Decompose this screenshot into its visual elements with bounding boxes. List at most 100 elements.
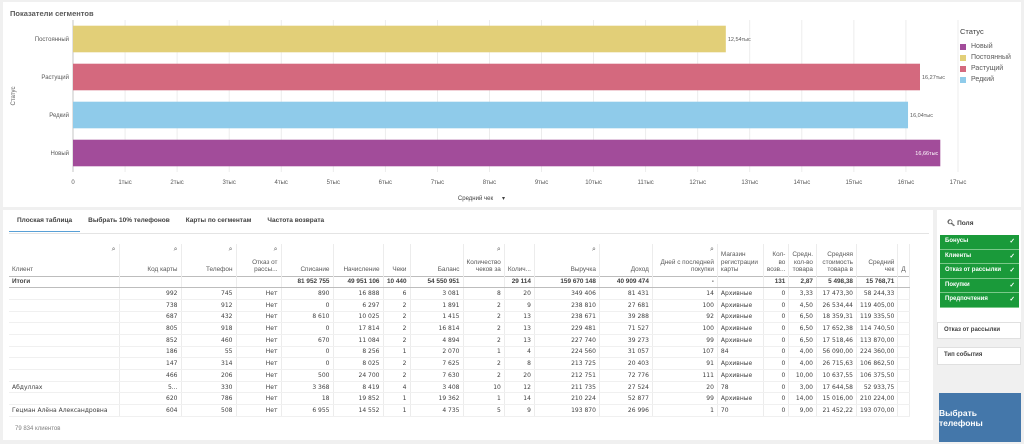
table-cell: 4,00	[788, 357, 817, 370]
x-tick-label: 0	[71, 180, 75, 186]
search-icon[interactable]: ⌕	[173, 246, 178, 253]
table-cell: 687	[119, 311, 182, 324]
column-header[interactable]: Магазин регистрации карты	[717, 244, 764, 276]
refusal-filter[interactable]: Отказ от рассылки	[937, 322, 1021, 339]
field-filter-item[interactable]: Покупки ✓	[940, 278, 1019, 294]
x-axis-title: Средний чек	[458, 195, 494, 202]
field-filter-item[interactable]: Клиенты ✓	[940, 249, 1019, 265]
table-cell: 210 224,00	[856, 392, 899, 406]
field-filter-item[interactable]: Бонусы ✓	[940, 235, 1019, 250]
column-header[interactable]: Средняя стоимость товара в	[816, 244, 857, 276]
table-cell	[236, 275, 282, 289]
table-cell: 52 933,75	[856, 381, 899, 394]
table-cell: 20	[504, 369, 535, 382]
table-cell: 10	[463, 381, 505, 394]
table-cell: 10 637,55	[816, 369, 857, 382]
table-row[interactable]: 738 912 Нет 0 6 297 2 1 891 2 9 238 810 27 681 100 А…	[9, 299, 910, 312]
table-cell: 620	[119, 392, 182, 406]
search-icon[interactable]: ⌕	[111, 246, 116, 253]
table-row[interactable]: 620 786 Нет 18 19 852 1 19 362 1 14 210 224 52 877…	[9, 392, 910, 406]
event-type-filter[interactable]: Тип события	[937, 347, 1021, 365]
table-row[interactable]: Абдуллах 5... 330 Нет 3 368 8 419 4 3 408 10 12 21…	[9, 381, 910, 394]
search-icon[interactable]: ⌕	[273, 246, 278, 253]
table-row[interactable]: 147 314 Нет 0 8 025 2 7 625 2 8 213 725 20 403 91 Ар…	[9, 357, 910, 370]
legend-item[interactable]: Новый	[960, 41, 1011, 52]
table-cell: 3 368	[281, 381, 334, 394]
column-header[interactable]: Телефон ⌕	[181, 244, 237, 276]
column-header[interactable]: Средний чек	[856, 244, 899, 276]
table-row[interactable]: 852 460 Нет 670 11 084 2 4 894 2 13 227 740 39 273…	[9, 334, 910, 347]
category-label: Растущий	[41, 74, 69, 81]
column-header[interactable]: Клиент ⌕	[9, 244, 120, 276]
client-count: 79 834 клиентов	[15, 426, 61, 432]
legend-item[interactable]: Редкий	[960, 74, 1011, 85]
column-header[interactable]: Дней с последней покупки ⌕	[652, 244, 718, 276]
table-cell: 2	[383, 357, 411, 370]
bar-chart[interactable]: 0 1тыс 2тыс 3тыс 4тыс 5тыс 6тыс 7тыс 8тыс 9тыс 10т…	[3, 2, 1021, 207]
table-row[interactable]: 687 432 Нет 8 610 10 025 2 1 415 2 13 238 671 39 2…	[9, 311, 910, 324]
search-icon[interactable]: ⌕	[496, 246, 501, 253]
table-cell: 193 070,00	[856, 404, 899, 417]
table-row[interactable]: 466 206 Нет 500 24 700 2 7 630 2 20 212 751 72 776…	[9, 369, 910, 382]
field-filter-label: Покупки	[945, 281, 970, 288]
column-header[interactable]: Количество чеков за ⌕	[463, 244, 505, 276]
tab-return-frequency[interactable]: Частота возврата	[267, 217, 325, 224]
field-filter-item[interactable]: Предпочтения ✓	[940, 293, 1019, 308]
tab-segment-cards[interactable]: Карты по сегментам	[185, 217, 252, 224]
search-icon[interactable]: ⌕	[592, 246, 596, 253]
x-tick-label: 10тыс	[585, 180, 602, 186]
column-header[interactable]: Колич...	[504, 244, 535, 276]
refusal-filter-label: Отказ от рассылки	[937, 322, 1021, 339]
tab-flat-table[interactable]: Плоская таблица	[9, 214, 81, 232]
table-cell: 147	[119, 357, 182, 370]
tab-select-phones[interactable]: Выбрать 10% телефонов	[88, 217, 170, 224]
column-header[interactable]: Отказ от рассы... ⌕	[236, 244, 282, 276]
column-header[interactable]: Выручка ⌕	[534, 244, 600, 276]
table-row[interactable]: 992 745 Нет 890 16 888 6 3 081 8 20 349 406 81 431…	[9, 287, 910, 300]
fields-search[interactable]: 🔍︎ Поля	[937, 210, 1021, 234]
table-cell: 106 862,50	[856, 357, 899, 370]
table-cell: 131	[763, 275, 790, 289]
legend-item[interactable]: Постоянный	[960, 52, 1011, 63]
table-cell: 0	[763, 381, 790, 394]
table-cell	[181, 275, 237, 289]
column-header[interactable]: Средн. кол-во товара	[788, 244, 817, 276]
column-header[interactable]: Д	[897, 244, 910, 276]
table-cell	[897, 311, 910, 324]
table-cell: 19 852	[333, 392, 384, 406]
table-row[interactable]: Гецман Алёна Александровна 604 508 Нет 6 955…	[9, 404, 910, 417]
column-header[interactable]: Начисление	[333, 244, 384, 276]
column-header[interactable]: Доход	[599, 244, 653, 276]
column-header[interactable]: Списание	[281, 244, 334, 276]
field-filter-item[interactable]: Отказ от рассылки ✓	[940, 264, 1019, 279]
table-cell: 111	[652, 369, 718, 382]
column-header-label: Дней с последней покупки	[660, 258, 714, 274]
table-row[interactable]: 186 55 Нет 0 8 256 1 2 070 1 4 224 560 31 057 107 84…	[9, 346, 910, 359]
column-header[interactable]: Код карты ⌕	[119, 244, 182, 276]
table-cell: 17 652,38	[816, 322, 857, 335]
select-phones-button[interactable]: Выбрать телефоны	[939, 393, 1021, 442]
chart-legend[interactable]: Статус Новый Постоянный Растущий Редкий	[960, 27, 1011, 85]
table-cell: 31 057	[599, 346, 653, 359]
table-row[interactable]: 805 918 Нет 0 17 814 2 16 814 2 13 229 481 71 527 1…	[9, 322, 910, 335]
table-cell: 27 681	[599, 299, 653, 312]
table-cell: 2	[383, 311, 411, 324]
column-header-label: Количество чеков за	[466, 258, 501, 274]
column-header[interactable]: Кол-во возв...	[763, 244, 790, 276]
flat-table[interactable]: Клиент ⌕ Код карты ⌕ Телефон ⌕ Отказ от рассы.…	[9, 244, 910, 417]
search-icon[interactable]: ⌕	[228, 246, 233, 253]
table-cell: 58 244,33	[856, 287, 899, 300]
column-header[interactable]: Баланс	[410, 244, 464, 276]
totals-row[interactable]: Итоги 81 952 755 49 951 106 10 440 54 550 95…	[9, 275, 910, 289]
column-header[interactable]: Чеки	[383, 244, 411, 276]
table-cell: 224 560	[534, 346, 600, 359]
legend-item[interactable]: Растущий	[960, 63, 1011, 74]
caret-down-icon[interactable]: ▾	[502, 196, 505, 202]
table-cell: 107	[652, 346, 718, 359]
search-icon[interactable]: ⌕	[710, 246, 714, 253]
table-cell: 55	[181, 346, 237, 359]
table-cell: 3,00	[788, 381, 817, 394]
table-cell: 20	[504, 287, 535, 300]
checkmark-icon: ✓	[1009, 238, 1015, 245]
table-cell: 193 870	[534, 404, 600, 417]
